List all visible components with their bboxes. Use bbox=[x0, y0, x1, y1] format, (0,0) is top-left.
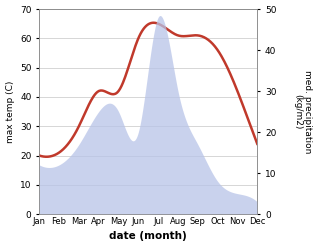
Y-axis label: med. precipitation
(kg/m2): med. precipitation (kg/m2) bbox=[293, 70, 313, 153]
Y-axis label: max temp (C): max temp (C) bbox=[5, 80, 15, 143]
X-axis label: date (month): date (month) bbox=[109, 231, 187, 242]
